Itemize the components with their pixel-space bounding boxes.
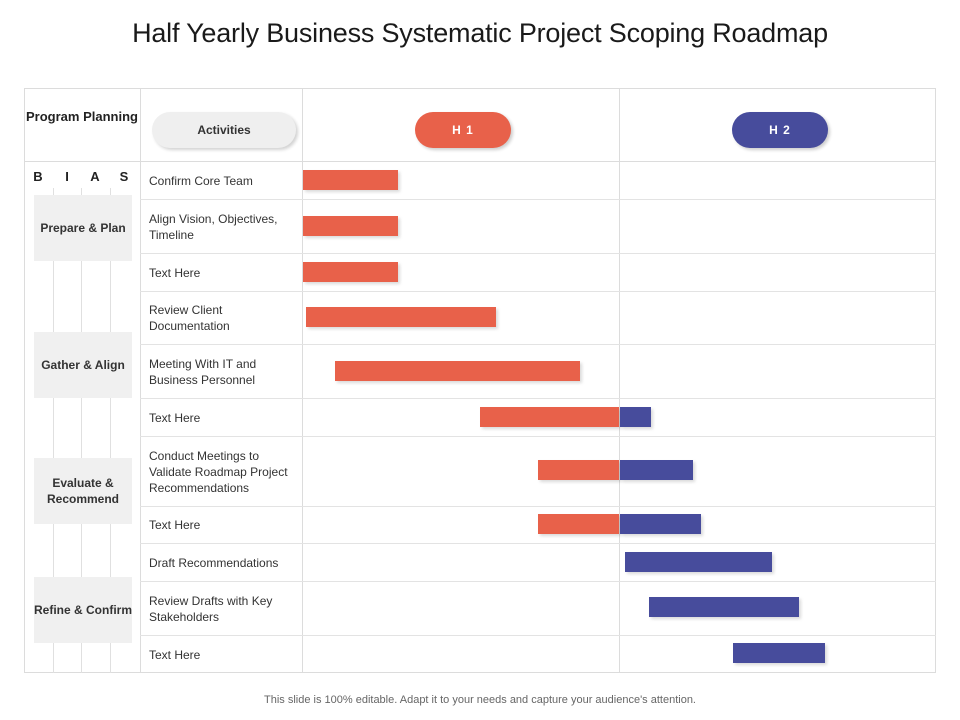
- program-planning-heading: Program Planning: [26, 109, 138, 124]
- activity-label: Conduct Meetings to Validate Roadmap Pro…: [149, 448, 288, 495]
- activities-pill: Activities: [152, 112, 296, 148]
- activity-label: Align Vision, Objectives, Timeline: [149, 211, 278, 242]
- row-divider: [140, 543, 936, 544]
- gantt-bar: [619, 460, 694, 480]
- roadmap-frame: [24, 88, 936, 673]
- bias-letter-a: A: [90, 169, 100, 184]
- gantt-bar: [537, 460, 620, 480]
- bias-divider: [110, 188, 111, 673]
- gantt-bar: [624, 552, 773, 572]
- phase-prepare-plan: Prepare & Plan: [34, 195, 132, 261]
- row-divider: [140, 436, 936, 437]
- activity-label: Text Here: [149, 518, 201, 532]
- column-divider: [302, 88, 303, 673]
- row-divider: [140, 635, 936, 636]
- gantt-bar: [303, 262, 398, 282]
- gantt-bar: [305, 307, 496, 327]
- row-divider: [140, 253, 936, 254]
- bias-divider: [53, 188, 54, 673]
- row-divider: [140, 199, 936, 200]
- column-divider: [619, 88, 620, 673]
- column-divider: [140, 88, 141, 673]
- bias-divider: [81, 188, 82, 673]
- row-divider: [140, 344, 936, 345]
- activity-label: Review Drafts with Key Stakeholders: [149, 593, 273, 624]
- gantt-bar: [479, 407, 620, 427]
- phase-refine-confirm: Refine & Confirm: [34, 577, 132, 643]
- activity-label: Meeting With IT and Business Personnel: [149, 356, 257, 387]
- bias-letter-i: I: [65, 169, 69, 184]
- bias-letter-b: B: [33, 169, 43, 184]
- row-divider: [140, 581, 936, 582]
- gantt-bar: [619, 514, 702, 534]
- phase-gather-align: Gather & Align: [34, 332, 132, 398]
- gantt-bar: [303, 170, 398, 190]
- row-divider: [140, 398, 936, 399]
- gantt-bar: [732, 643, 826, 663]
- h1-pill: H 1: [415, 112, 511, 148]
- page-title: Half Yearly Business Systematic Project …: [132, 18, 828, 48]
- activity-label: Confirm Core Team: [149, 173, 253, 188]
- activity-label: Text Here: [149, 410, 201, 425]
- gantt-bar: [619, 407, 652, 427]
- activity-label: Draft Recommendations: [149, 555, 279, 570]
- footnote: This slide is 100% editable. Adapt it to…: [264, 694, 696, 706]
- activity-label: Review Client Documentation: [149, 303, 230, 333]
- gantt-bar: [334, 361, 580, 381]
- gantt-bar: [648, 597, 799, 617]
- phase-evaluate-recommend: Evaluate & Recommend: [34, 458, 132, 524]
- row-divider: [140, 506, 936, 507]
- row-divider: [140, 291, 936, 292]
- header-divider: [24, 161, 936, 162]
- h2-pill: H 2: [732, 112, 828, 148]
- bias-letter-s: S: [119, 169, 129, 184]
- gantt-bar: [303, 216, 398, 236]
- activity-label: Text Here: [149, 647, 201, 662]
- gantt-bar: [537, 514, 620, 534]
- activity-label: Text Here: [149, 265, 201, 280]
